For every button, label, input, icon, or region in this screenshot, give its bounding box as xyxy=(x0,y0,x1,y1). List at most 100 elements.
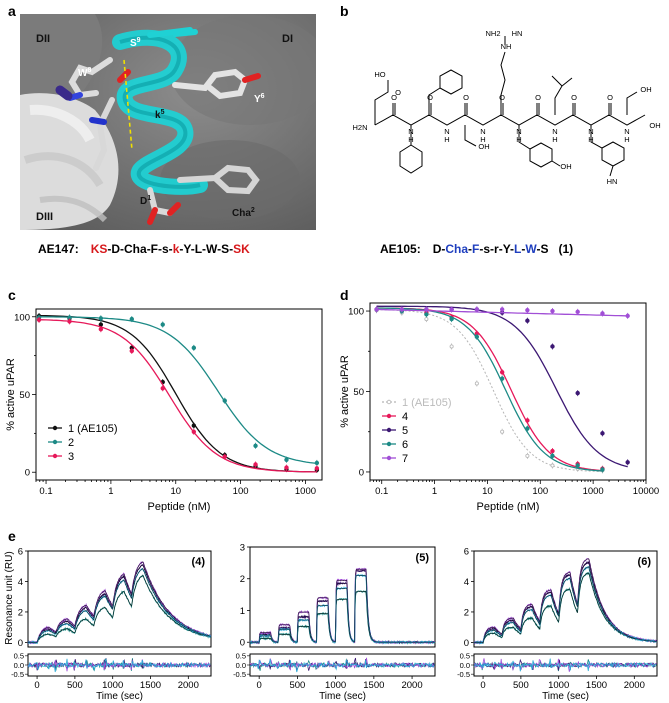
hydrogen-bond xyxy=(123,59,133,151)
sensorgram-3: 0 2 4 6 (6) 0.50.0-0.5 0 500 1000 1500 2000 Time (s… xyxy=(457,547,658,702)
domain-label-diii: DIII xyxy=(36,211,53,223)
data-point xyxy=(449,344,454,349)
data-point xyxy=(600,311,605,316)
sensorgram-trace xyxy=(249,590,436,645)
y-tick-label: 6 xyxy=(18,547,23,558)
y-tick-label: 50 xyxy=(353,387,364,398)
y-axis-label: % active uPAR xyxy=(5,358,17,431)
legend-label: 2 xyxy=(68,437,74,449)
sensorgram-fit xyxy=(28,561,211,643)
data-point xyxy=(191,429,197,435)
sequence-segment: D- xyxy=(433,242,446,256)
sensorgram-fit xyxy=(28,568,211,643)
fit-curve xyxy=(39,314,317,473)
sensorgram-trace xyxy=(249,567,435,645)
data-point xyxy=(129,316,134,322)
protein-structure-render xyxy=(20,14,316,230)
data-point xyxy=(499,369,505,375)
legend: 1 (AE105) 4 5 6 7 xyxy=(382,397,452,465)
data-point xyxy=(500,429,505,434)
chem-bond xyxy=(518,125,561,168)
sensorgram-fit xyxy=(250,575,435,643)
data-point xyxy=(499,376,505,381)
panel-a-letter: a xyxy=(8,3,16,19)
chem-atom-label: N xyxy=(552,127,557,136)
sequence-segment: -S xyxy=(536,242,548,256)
residual-tick-label: -0.5 xyxy=(457,670,470,679)
residue-label-cha2: Cha2 xyxy=(232,207,255,219)
fit-curve xyxy=(376,305,628,468)
data-point xyxy=(222,398,227,403)
data-point xyxy=(191,423,197,428)
sequence-segment: W xyxy=(525,242,537,256)
data-point xyxy=(253,443,258,448)
chem-atom-label: O xyxy=(427,93,433,102)
y-axis-label: Resonance unit (RU) xyxy=(4,551,15,644)
legend-label: 4 xyxy=(402,411,408,423)
fit-curve xyxy=(376,307,603,472)
residual-tick-label: 0.0 xyxy=(236,661,246,670)
chem-bond xyxy=(464,125,477,147)
peptide-side-chains xyxy=(55,57,261,225)
sensorgram-label: (4) xyxy=(192,556,206,568)
sensorgram-trace xyxy=(249,573,436,645)
data-point xyxy=(284,457,289,462)
x-axis-label: Time (sec) xyxy=(319,691,366,702)
x-tick-label: 0 xyxy=(34,680,39,691)
data-point xyxy=(474,381,479,386)
y-tick-label: 0 xyxy=(359,467,364,478)
sensorgram-2: 0 1 2 3 (5) 0.50.0-0.5 0 500 1000 1500 2000 Time (s… xyxy=(233,543,436,702)
chem-atom-label: H xyxy=(552,135,557,144)
x-tick-label: 500 xyxy=(67,680,83,691)
x-tick-label: 10000 xyxy=(633,486,659,497)
data-point xyxy=(424,317,429,322)
panel-c-chart: c 0.1 1 10 100 1000 0 50 100 Peptide (nM) % activ… xyxy=(5,287,323,513)
residual-tick-label: 0.0 xyxy=(460,661,470,670)
y-tick-label: 0 xyxy=(464,638,469,649)
x-tick-label: 1000 xyxy=(548,680,569,691)
sensorgram-trace xyxy=(473,571,658,645)
data-point xyxy=(191,345,197,351)
chem-bond xyxy=(399,125,423,174)
data-point xyxy=(525,453,530,458)
sensorgram-fit xyxy=(474,572,657,643)
data-point xyxy=(374,307,379,312)
panel-b-letter: b xyxy=(340,3,349,19)
residue-label-d1: D1 xyxy=(140,195,151,207)
panel-c-letter: c xyxy=(8,287,16,303)
ae147-sequence: KS-D-Cha-F-s-k-Y-L-W-S-SK xyxy=(91,242,250,256)
data-point xyxy=(575,463,580,468)
legend-label: 5 xyxy=(402,425,408,437)
y-tick-label: 50 xyxy=(19,390,30,401)
sensorgram-label: (6) xyxy=(638,556,652,568)
chem-atom-label: H xyxy=(588,135,593,144)
series-4 xyxy=(374,306,605,473)
chem-atom-label: N xyxy=(516,127,521,136)
x-tick-label: 1000 xyxy=(295,486,316,497)
residual-tick-label: -0.5 xyxy=(233,670,246,679)
x-tick-label: 0.1 xyxy=(39,486,52,497)
series-2 xyxy=(374,306,605,472)
y-tick-label: 3 xyxy=(240,543,245,554)
y-tick-label: 100 xyxy=(348,307,364,318)
data-point xyxy=(160,322,165,327)
x-tick-label: 0 xyxy=(480,680,485,691)
x-axis-label: Peptide (nM) xyxy=(477,501,540,513)
sequence-segment: - xyxy=(521,242,525,256)
data-point xyxy=(222,454,227,459)
data-point xyxy=(284,465,289,470)
domain-di-surface xyxy=(170,15,316,125)
data-point xyxy=(253,462,258,467)
data-point xyxy=(399,307,405,312)
x-tick-label: 10 xyxy=(170,486,181,497)
data-point xyxy=(525,426,530,431)
x-tick-label: 1 xyxy=(432,486,437,497)
chem-bond xyxy=(374,114,646,126)
y-tick-label: 0 xyxy=(25,468,30,479)
panel-e-letter: e xyxy=(8,528,16,544)
chem-atom-label: N xyxy=(444,127,449,136)
chem-bond xyxy=(551,75,573,115)
